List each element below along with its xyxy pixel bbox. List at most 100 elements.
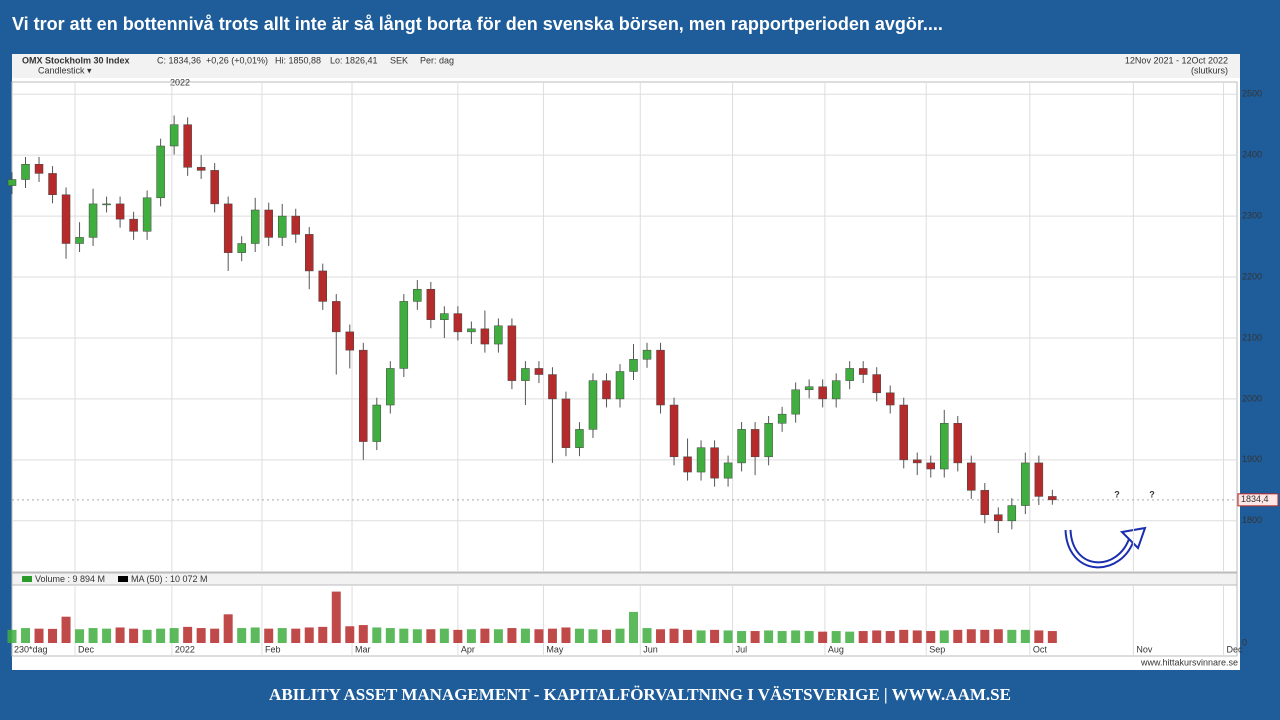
candle-body [115, 203, 125, 220]
volume-bar [966, 629, 976, 643]
candle-body [696, 447, 706, 473]
volume-bar [520, 628, 530, 643]
volume-bar [345, 626, 355, 643]
source: www.hittakursvinnare.se [1140, 657, 1238, 667]
y-tick-label: 1800 [1242, 515, 1262, 525]
legend-label: Volume : 9 894 M [35, 574, 105, 584]
candle-body [453, 313, 463, 333]
last-price-label: 1834,4 [1241, 494, 1269, 504]
x-tick-label: Feb [265, 644, 281, 654]
candle-body [386, 368, 395, 406]
y-tick-label: 2300 [1242, 210, 1262, 220]
volume-bar [358, 625, 368, 643]
candle-body [156, 145, 165, 199]
x-tick-label: Jun [643, 644, 658, 654]
volume-bar [601, 629, 611, 643]
candle-body [277, 215, 287, 238]
volume-bar [21, 628, 31, 643]
candle-body [764, 423, 773, 458]
candle-body [926, 462, 935, 470]
volume-bar [156, 628, 166, 643]
volume-bar [480, 628, 490, 643]
slide-title: Vi tror att en bottennivå trots allt int… [12, 14, 943, 34]
volume-bar [142, 629, 152, 643]
candle-body [291, 215, 300, 235]
volume-bar [61, 616, 71, 643]
volume-bar [885, 631, 895, 643]
x-tick-label: Dec [78, 644, 95, 654]
arrow [1066, 529, 1134, 567]
volume-bar [710, 629, 720, 643]
candle-body [710, 447, 719, 479]
candle-body [102, 203, 111, 206]
candle-body [34, 164, 44, 174]
annotation: ? [1114, 489, 1120, 499]
candle-body [615, 371, 625, 400]
volume-bar [88, 628, 98, 643]
candle-body [534, 368, 544, 375]
volume-bar [669, 628, 679, 643]
volume-bar [426, 629, 436, 643]
y-tick-label: 1900 [1242, 454, 1262, 464]
volume-bar [466, 629, 476, 643]
candle-body [413, 288, 422, 302]
candle-body [967, 462, 976, 491]
volume-bar [372, 627, 382, 643]
candle-body [318, 270, 328, 302]
candle-body [548, 374, 557, 400]
volume-bar [818, 631, 828, 643]
volume-bar [129, 628, 139, 643]
volume-bar [899, 629, 909, 643]
candle-body [237, 243, 246, 253]
candle-body [183, 124, 192, 168]
volume-bar [926, 631, 936, 643]
candle-body [223, 203, 233, 253]
volume-bar [615, 628, 625, 643]
volume-bar [291, 628, 301, 643]
x-tick-label: Dec [1226, 644, 1243, 654]
candle-body [912, 459, 922, 464]
volume-bar [399, 628, 409, 643]
volume-bar [102, 628, 112, 643]
volume-bar [872, 630, 882, 643]
volume-bar [439, 628, 449, 643]
volume-bar [48, 628, 58, 643]
x-tick-label: Apr [461, 644, 475, 654]
candle-body [345, 331, 355, 351]
x-tick-label: Jul [736, 644, 748, 654]
y-tick-label: 2500 [1242, 89, 1262, 99]
candle-body [1021, 462, 1030, 506]
candle-body [169, 124, 179, 147]
volume-bar [845, 631, 855, 643]
volume-bar [318, 626, 328, 643]
volume-bar [574, 628, 584, 643]
volume-bar [1007, 629, 1017, 643]
volume-bar [453, 629, 463, 643]
volume-bar [953, 629, 963, 643]
volume-bar [750, 631, 760, 643]
price-panel [11, 81, 1238, 573]
candle-body [791, 389, 800, 415]
candle-body [494, 325, 503, 345]
x-tick-label: Sep [929, 644, 945, 654]
x-tick-label: May [546, 644, 564, 654]
candle-body [1048, 496, 1057, 501]
period-note: (slutkurs) [1191, 65, 1228, 75]
volume-bar [858, 631, 868, 643]
candle-body [561, 398, 571, 448]
candle-body [737, 429, 746, 464]
volume-bar [196, 628, 206, 643]
candle-body [831, 380, 841, 400]
candle-body [48, 173, 57, 195]
volume-bar [737, 631, 747, 643]
candle-body [642, 349, 652, 360]
y-tick-label: 2400 [1242, 150, 1262, 160]
candle-body [656, 349, 665, 406]
candle-body [264, 209, 273, 238]
candle-body [75, 237, 84, 244]
y-tick-label: 2200 [1242, 271, 1262, 281]
candle-body [142, 197, 152, 232]
volume-bar [412, 629, 422, 643]
candle-body [804, 386, 814, 391]
